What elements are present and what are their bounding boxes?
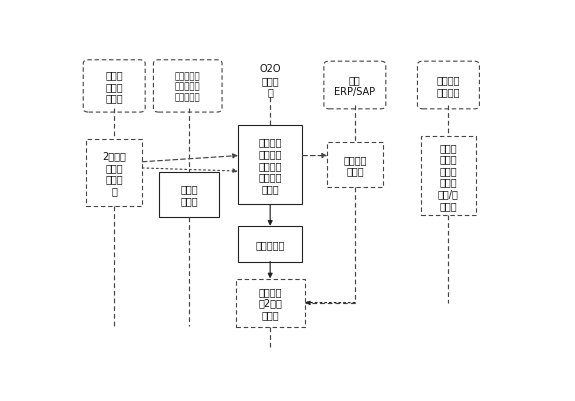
FancyBboxPatch shape: [83, 61, 145, 113]
Text: デジタル通
貨割当頻率
拠センター: デジタル通 貨割当頻率 拠センター: [175, 72, 201, 101]
Text: コード
をスキ
ャンし
てアク
セス/伝
播する: コード をスキ ャンし てアク セス/伝 播する: [438, 142, 459, 210]
Text: クライア
ント端末: クライア ント端末: [436, 75, 460, 97]
Text: O2O
サーバ
ー: O2O サーバ ー: [259, 64, 281, 97]
Bar: [238, 126, 302, 205]
Text: コード
発行セ
ンター: コード 発行セ ンター: [105, 70, 123, 103]
Bar: [327, 143, 383, 188]
Bar: [420, 137, 476, 216]
FancyBboxPatch shape: [324, 62, 386, 109]
Bar: [86, 140, 142, 207]
FancyBboxPatch shape: [154, 61, 222, 113]
Text: 業務フロ
ー定義: 業務フロ ー定義: [343, 155, 367, 176]
Text: 企業
ERP/SAP: 企業 ERP/SAP: [334, 75, 375, 97]
Bar: [236, 279, 305, 327]
Text: 業務フロー: 業務フロー: [255, 239, 285, 249]
Text: 業務フロ
ー2次元
コード: 業務フロ ー2次元 コード: [258, 286, 282, 320]
FancyBboxPatch shape: [417, 62, 480, 109]
Bar: [238, 227, 302, 262]
Bar: [159, 172, 219, 217]
Text: クロスボ
ーダー取
引のコー
ドスキャ
ン管理: クロスボ ーダー取 引のコー ドスキャ ン管理: [258, 137, 282, 194]
Text: 2次元コ
ードを
生成す
る: 2次元コ ードを 生成す る: [102, 151, 126, 196]
Text: 割当額
の増減: 割当額 の増減: [180, 184, 198, 206]
